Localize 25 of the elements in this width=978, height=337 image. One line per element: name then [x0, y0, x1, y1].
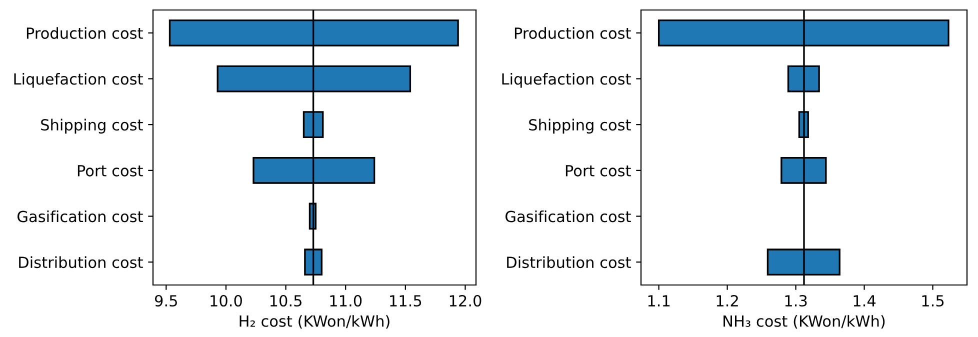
y-tick-label: Liquefaction cost: [14, 72, 143, 88]
y-tick-label: Production cost: [26, 27, 143, 39]
x-tick-label: 12.0: [450, 294, 482, 307]
x-axis-title: NH₃ cost (KWon/kWh): [724, 315, 885, 329]
y-tick-label: Gasification cost: [506, 210, 631, 222]
y-tick-label: Distribution cost: [19, 256, 143, 268]
y-tick-label: Port cost: [78, 165, 143, 176]
x-tick-label: 9.5: [154, 294, 177, 307]
x-tick-label: 11.0: [330, 294, 362, 307]
y-tick-label: Shipping cost: [41, 118, 143, 134]
y-tick-label: Shipping cost: [529, 118, 631, 134]
x-tick-label: 1.3: [785, 294, 807, 307]
x-tick-label: 1.5: [922, 295, 944, 307]
y-tick-label: Port cost: [566, 165, 631, 176]
x-tick-label: 1.4: [854, 295, 876, 306]
x-tick-label: 1.2: [716, 294, 738, 306]
x-tick-label: 11.5: [390, 295, 422, 307]
y-tick-label: Production cost: [514, 27, 631, 39]
x-axis-title: H₂ cost (KWon/kWh): [240, 315, 390, 329]
y-tick-label: Gasification cost: [18, 210, 143, 222]
y-tick-label: Distribution cost: [507, 256, 631, 268]
x-tick-label: 1.1: [648, 295, 670, 306]
x-tick-label: 10.5: [270, 294, 302, 307]
y-tick-label: Liquefaction cost: [502, 72, 631, 88]
x-tick-label: 10.0: [210, 294, 242, 307]
